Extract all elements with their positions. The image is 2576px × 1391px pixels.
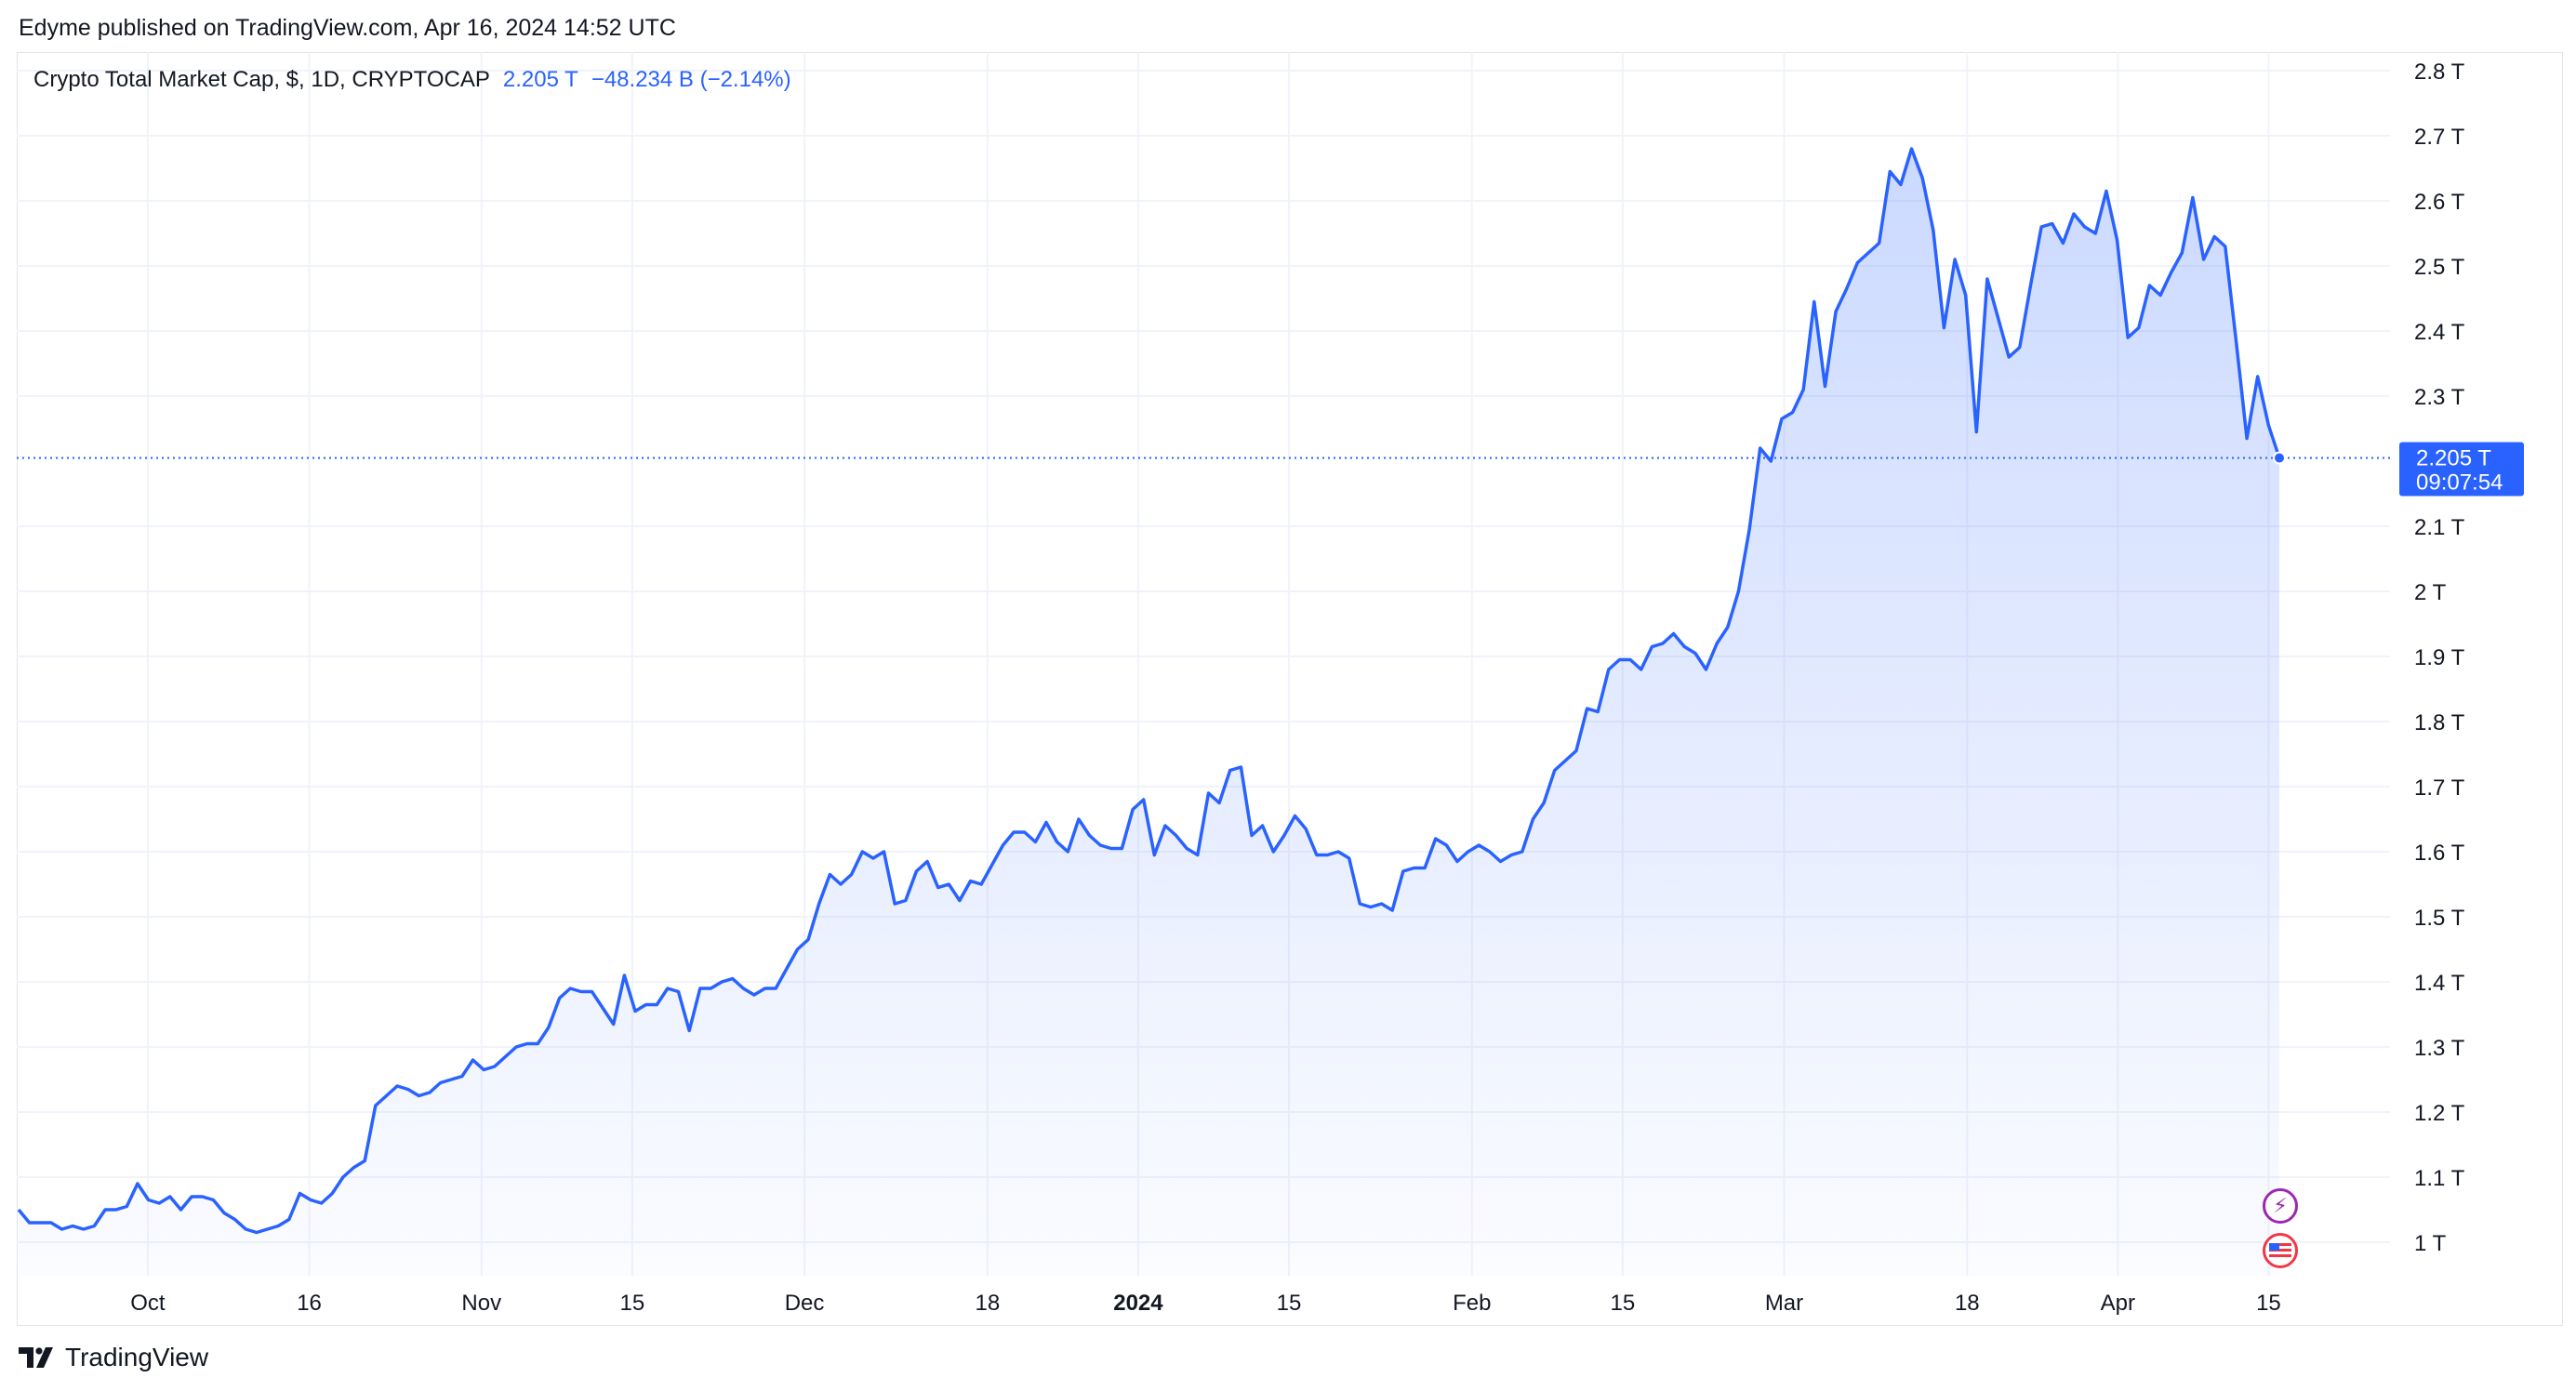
- area-fill-group: [19, 149, 2279, 1276]
- legend-change: −48.234 B (−2.14%): [591, 67, 791, 92]
- tradingview-logo-icon: [19, 1347, 53, 1368]
- price-label[interactable]: 2.205 T09:07:54: [2399, 442, 2524, 497]
- x-tick-label: 15: [1277, 1291, 1302, 1316]
- lightning-icon[interactable]: ⚡: [2263, 1188, 2298, 1224]
- y-tick-label: 1.4 T: [2414, 971, 2465, 996]
- y-tick-label: 2 T: [2414, 580, 2447, 605]
- x-tick-label: 2024: [1113, 1291, 1163, 1316]
- y-tick-label: 2.6 T: [2414, 190, 2465, 215]
- y-tick-label: 1.3 T: [2414, 1036, 2465, 1061]
- y-tick-label: 1.7 T: [2414, 775, 2465, 801]
- x-tick-label: Oct: [130, 1291, 166, 1316]
- price-label-bg: [2399, 442, 2524, 497]
- y-tick-label: 1.6 T: [2414, 841, 2465, 866]
- axis-labels: 1 T 1.1 T 1.2 T 1.3 T 1.4 T 1.5 T 1.6 T 1.7 T 1.…: [130, 60, 2524, 1316]
- x-tick-label: 16: [297, 1291, 322, 1316]
- y-tick-label: 2.4 T: [2414, 320, 2465, 345]
- footer-brand: TradingView: [65, 1343, 209, 1371]
- price-label-value: 2.205 T: [2416, 446, 2491, 471]
- y-tick-label: 2.7 T: [2414, 125, 2465, 150]
- y-tick-label: 2.5 T: [2414, 255, 2465, 280]
- y-tick-label: 1.9 T: [2414, 645, 2465, 670]
- chart-frame: [17, 52, 2563, 1326]
- y-tick-label: 1.8 T: [2414, 710, 2465, 735]
- x-tick-label: 15: [2256, 1291, 2281, 1316]
- y-tick-label: 2.1 T: [2414, 515, 2465, 540]
- area-fill: [19, 149, 2279, 1276]
- legend-last-value: 2.205 T: [502, 67, 578, 92]
- x-tick-label: 18: [1955, 1291, 1980, 1316]
- us-flag-icon[interactable]: [2263, 1233, 2298, 1268]
- x-tick-label: Mar: [1765, 1291, 1803, 1316]
- y-tick-label: 1.5 T: [2414, 906, 2465, 931]
- last-price-marker: [2273, 451, 2286, 465]
- footer: TradingView: [19, 1343, 208, 1372]
- legend-symbol: Crypto Total Market Cap, $, 1D, CRYPTOCA…: [33, 67, 490, 92]
- y-tick-label: 1 T: [2414, 1231, 2447, 1256]
- x-tick-label: Apr: [2101, 1291, 2135, 1316]
- x-tick-label: Dec: [785, 1291, 825, 1316]
- price-line-group: [17, 147, 2392, 1235]
- x-tick-label: Nov: [461, 1291, 501, 1316]
- x-tick-label: 15: [619, 1291, 644, 1316]
- x-tick-label: Feb: [1453, 1291, 1491, 1316]
- y-tick-label: 1.1 T: [2414, 1166, 2465, 1191]
- publisher-line: Edyme published on TradingView.com, Apr …: [19, 15, 676, 41]
- y-tick-label: 2.8 T: [2414, 60, 2465, 85]
- price-label-countdown: 09:07:54: [2416, 470, 2503, 496]
- y-tick-label: 1.2 T: [2414, 1101, 2465, 1126]
- x-tick-label: 15: [1611, 1291, 1636, 1316]
- x-tick-label: 18: [976, 1291, 1001, 1316]
- price-line: [17, 147, 2281, 1235]
- chart-legend[interactable]: Crypto Total Market Cap, $, 1D, CRYPTOCA…: [33, 67, 791, 93]
- y-tick-label: 2.3 T: [2414, 385, 2465, 410]
